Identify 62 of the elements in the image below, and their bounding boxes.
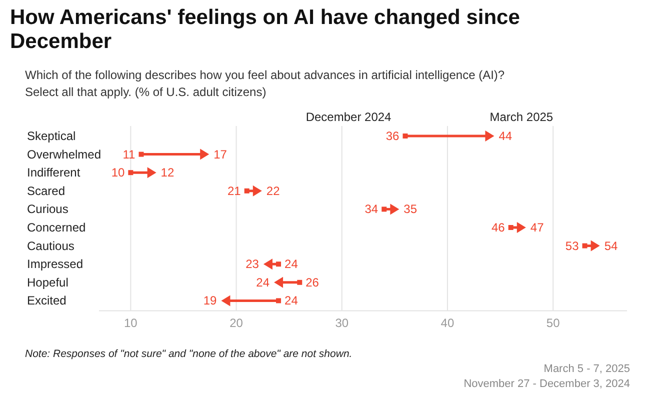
y-tick-label: Cautious: [27, 238, 74, 253]
x-tick-label: 30: [335, 316, 349, 330]
data-label: 26: [306, 275, 320, 290]
y-tick-label: Indifferent: [27, 166, 81, 180]
point: [485, 130, 494, 142]
point: [138, 152, 144, 157]
point: [402, 134, 408, 138]
data-label: 23: [246, 257, 260, 272]
point: [508, 225, 514, 230]
y-tick-label: Hopeful: [27, 275, 68, 290]
point: [128, 170, 134, 176]
x-tick-label: 10: [124, 316, 138, 330]
data-label: 46: [491, 220, 506, 234]
text: March 5 - 7, 2025: [544, 363, 630, 375]
data-label: 10: [111, 166, 125, 180]
y-tick-label: Curious: [27, 202, 68, 216]
data-label: 54: [604, 238, 618, 253]
point: [263, 258, 272, 270]
point: [590, 240, 600, 252]
data-label: 53: [565, 238, 580, 253]
data-label: 24: [284, 294, 298, 308]
data-label: 35: [404, 202, 418, 216]
point: [252, 185, 262, 196]
series-label: December 2024: [306, 110, 392, 124]
point: [147, 167, 156, 178]
point: [390, 204, 400, 215]
point: [244, 188, 250, 194]
y-tick-label: Concerned: [27, 220, 86, 234]
chart-title: How Americans' feelings on AI have changed since December: [10, 6, 520, 53]
text: November 27 - December 3, 2024: [464, 378, 630, 390]
data-label: 24: [284, 257, 298, 272]
data-label: 17: [214, 147, 228, 162]
y-tick-label: Excited: [27, 294, 66, 308]
y-tick-label: Scared: [27, 184, 66, 198]
x-tick-label: 50: [546, 316, 560, 330]
point: [221, 295, 230, 306]
data-label: 21: [227, 184, 242, 198]
y-tick-label: Skeptical: [27, 129, 76, 143]
point: [276, 262, 282, 267]
y-tick-label: Impressed: [27, 257, 84, 272]
data-label: 34: [364, 202, 378, 216]
point: [274, 276, 284, 288]
point: [297, 280, 302, 285]
text: Note: Responses of "not sure" and "none of the above" are not shown.: [25, 348, 352, 360]
point: [276, 298, 282, 304]
data-label: 44: [498, 129, 512, 143]
data-label: 47: [530, 220, 544, 234]
x-tick-label: 40: [440, 316, 454, 330]
y-tick-label: Overwhelmed: [27, 147, 102, 162]
point: [516, 222, 526, 233]
data-label: 12: [160, 166, 174, 180]
data-label: 11: [122, 147, 136, 162]
data-label: 24: [256, 275, 270, 290]
data-label: 19: [203, 294, 218, 308]
point: [200, 148, 210, 160]
data-label: 22: [266, 184, 280, 198]
point: [382, 206, 387, 212]
series-label: March 2025: [490, 110, 554, 124]
point: [582, 243, 588, 248]
chart-subtitle: Which of the following describes how you feel about advances in artificial intelligence (AI)? Select all that apply. (% of U.S. adult citizens): [25, 68, 505, 99]
data-label: 36: [386, 129, 400, 143]
x-tick-label: 20: [230, 316, 244, 330]
